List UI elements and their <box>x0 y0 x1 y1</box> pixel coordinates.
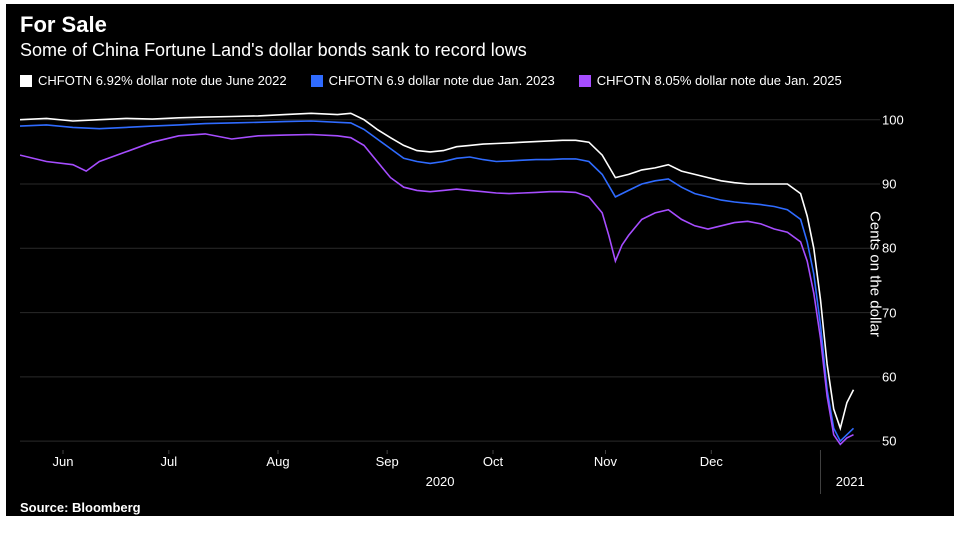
y-tick-label: 70 <box>882 305 910 320</box>
x-axis: Jun Jul Aug Sep Oct Nov Dec 2020 2021 <box>20 454 940 494</box>
y-axis-ticks: 50 60 70 80 90 100 <box>882 94 910 454</box>
series-lines <box>20 94 880 454</box>
chart-header: For Sale Some of China Fortune Land's do… <box>6 4 954 65</box>
plot-area: 50 60 70 80 90 100 Cents on the dollar <box>20 94 940 454</box>
series-note-2022 <box>20 113 854 428</box>
legend-marker-icon <box>20 75 32 87</box>
chart-title: For Sale <box>20 12 940 38</box>
legend-marker-icon <box>311 75 323 87</box>
x-axis-years: 2020 2021 <box>20 474 940 494</box>
legend-marker-icon <box>579 75 591 87</box>
x-axis-ticks: Jun Jul Aug Sep Oct Nov Dec <box>20 454 940 474</box>
y-tick-label: 50 <box>882 434 910 449</box>
year-separator <box>820 454 821 494</box>
chart-container: For Sale Some of China Fortune Land's do… <box>6 4 954 516</box>
x-tick-label: Jun <box>53 454 74 469</box>
legend-label: CHFOTN 6.92% dollar note due June 2022 <box>38 73 287 88</box>
y-tick-label: 100 <box>882 112 910 127</box>
chart-legend: CHFOTN 6.92% dollar note due June 2022 C… <box>6 65 954 94</box>
legend-item: CHFOTN 8.05% dollar note due Jan. 2025 <box>579 73 842 88</box>
y-tick-label: 60 <box>882 369 910 384</box>
x-tick-label: Aug <box>266 454 289 469</box>
chart-subtitle: Some of China Fortune Land's dollar bond… <box>20 40 940 61</box>
x-tick-label: Sep <box>376 454 399 469</box>
source-attribution: Source: Bloomberg <box>6 494 954 521</box>
legend-item: CHFOTN 6.92% dollar note due June 2022 <box>20 73 287 88</box>
y-axis-label: Cents on the dollar <box>867 211 884 337</box>
year-label: 2020 <box>426 474 455 489</box>
series-note-2025 <box>20 134 854 445</box>
x-tick-label: Nov <box>594 454 617 469</box>
x-tick-label: Dec <box>700 454 723 469</box>
series-note-2023 <box>20 121 854 441</box>
legend-label: CHFOTN 6.9 dollar note due Jan. 2023 <box>329 73 555 88</box>
legend-label: CHFOTN 8.05% dollar note due Jan. 2025 <box>597 73 842 88</box>
y-tick-label: 80 <box>882 241 910 256</box>
year-label: 2021 <box>836 474 865 489</box>
y-tick-label: 90 <box>882 177 910 192</box>
x-tick-label: Jul <box>161 454 178 469</box>
x-tick-label: Oct <box>483 454 503 469</box>
legend-item: CHFOTN 6.9 dollar note due Jan. 2023 <box>311 73 555 88</box>
